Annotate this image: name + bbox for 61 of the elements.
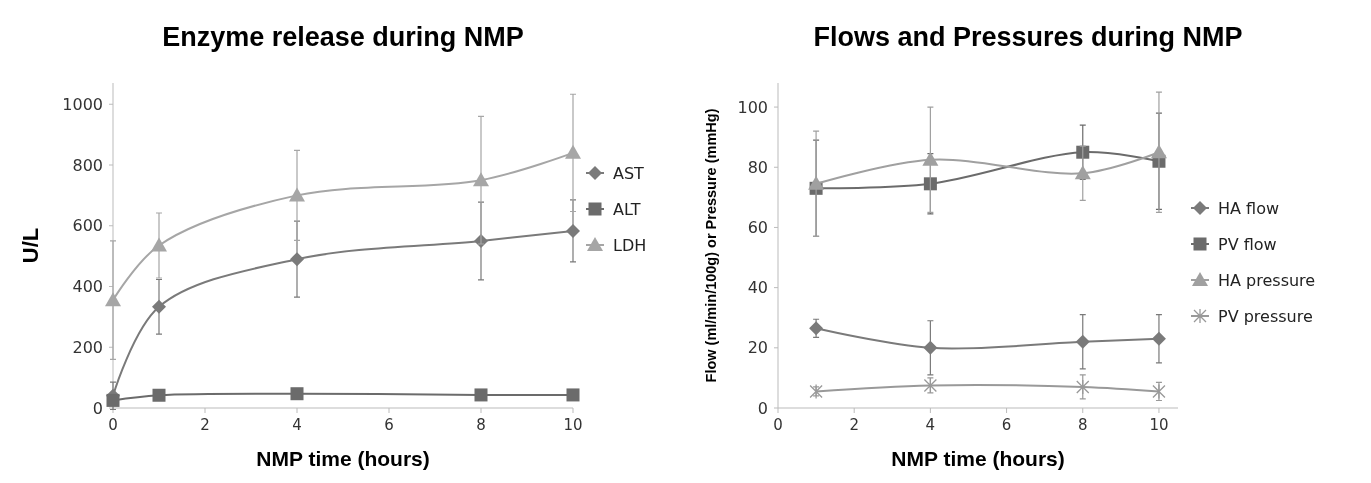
point [473, 172, 489, 187]
x-tick-label: 6 [384, 416, 394, 434]
point [923, 177, 937, 191]
x-tick-label: 4 [925, 416, 936, 434]
y-tick-label: 1000 [62, 94, 103, 114]
y-tick-label: 600 [72, 216, 103, 236]
point [105, 292, 121, 307]
y-tick-label: 100 [737, 97, 768, 117]
x-tick-label: 8 [1077, 416, 1088, 434]
legend-label: ALT [613, 199, 641, 219]
point [1151, 331, 1166, 346]
y-tick-label: 800 [72, 155, 103, 175]
x-tick-label: 0 [773, 416, 783, 434]
x-tick-label: 10 [563, 416, 583, 434]
point [106, 393, 120, 407]
legend-label: PV pressure [1218, 306, 1313, 326]
y-tick-label: 60 [747, 218, 768, 238]
x-tick-label: 0 [108, 416, 118, 434]
point [566, 388, 580, 402]
legend-label: HA pressure [1218, 270, 1316, 290]
x-tick-label: 2 [200, 416, 210, 434]
point [152, 388, 166, 402]
point [566, 223, 580, 238]
x-tick-label: 6 [1001, 416, 1012, 434]
y-axis-title: Flow (ml/min/100g) or Pressure (mmHg) [703, 108, 719, 383]
point [289, 187, 305, 202]
x-axis-title: NMP time (hours) [256, 447, 430, 470]
y-tick-label: 0 [92, 398, 103, 418]
legend-label: HA flow [1218, 198, 1280, 218]
x-tick-label: 4 [292, 416, 302, 434]
point [290, 387, 304, 401]
chart-title: Enzyme release during NMP [162, 22, 524, 52]
point [152, 299, 166, 314]
y-tick-label: 40 [747, 278, 768, 298]
point [923, 340, 938, 355]
point [1075, 334, 1090, 349]
point [808, 175, 825, 190]
x-tick-label: 2 [849, 416, 859, 434]
point [474, 388, 488, 402]
y-tick-label: 400 [72, 277, 103, 297]
chart-title: Flows and Pressures during NMP [813, 22, 1243, 52]
y-axis-title: U/L [18, 227, 43, 264]
x-axis-title: NMP time (hours) [891, 447, 1065, 470]
point [151, 237, 167, 252]
point [1076, 379, 1090, 395]
y-tick-label: 20 [747, 338, 768, 358]
point [1074, 165, 1091, 180]
point [923, 377, 938, 394]
x-tick-label: 8 [476, 416, 486, 434]
legend-label: LDH [613, 235, 647, 255]
point [290, 252, 304, 267]
point [809, 321, 824, 336]
point [565, 144, 581, 159]
point [922, 151, 939, 166]
legend-label: AST [613, 163, 645, 183]
legend-label: PV flow [1218, 234, 1277, 254]
y-tick-label: 200 [72, 337, 103, 357]
point [1150, 144, 1167, 159]
y-tick-label: 80 [747, 157, 768, 177]
x-tick-label: 10 [1149, 416, 1169, 434]
y-tick-label: 0 [757, 398, 768, 418]
